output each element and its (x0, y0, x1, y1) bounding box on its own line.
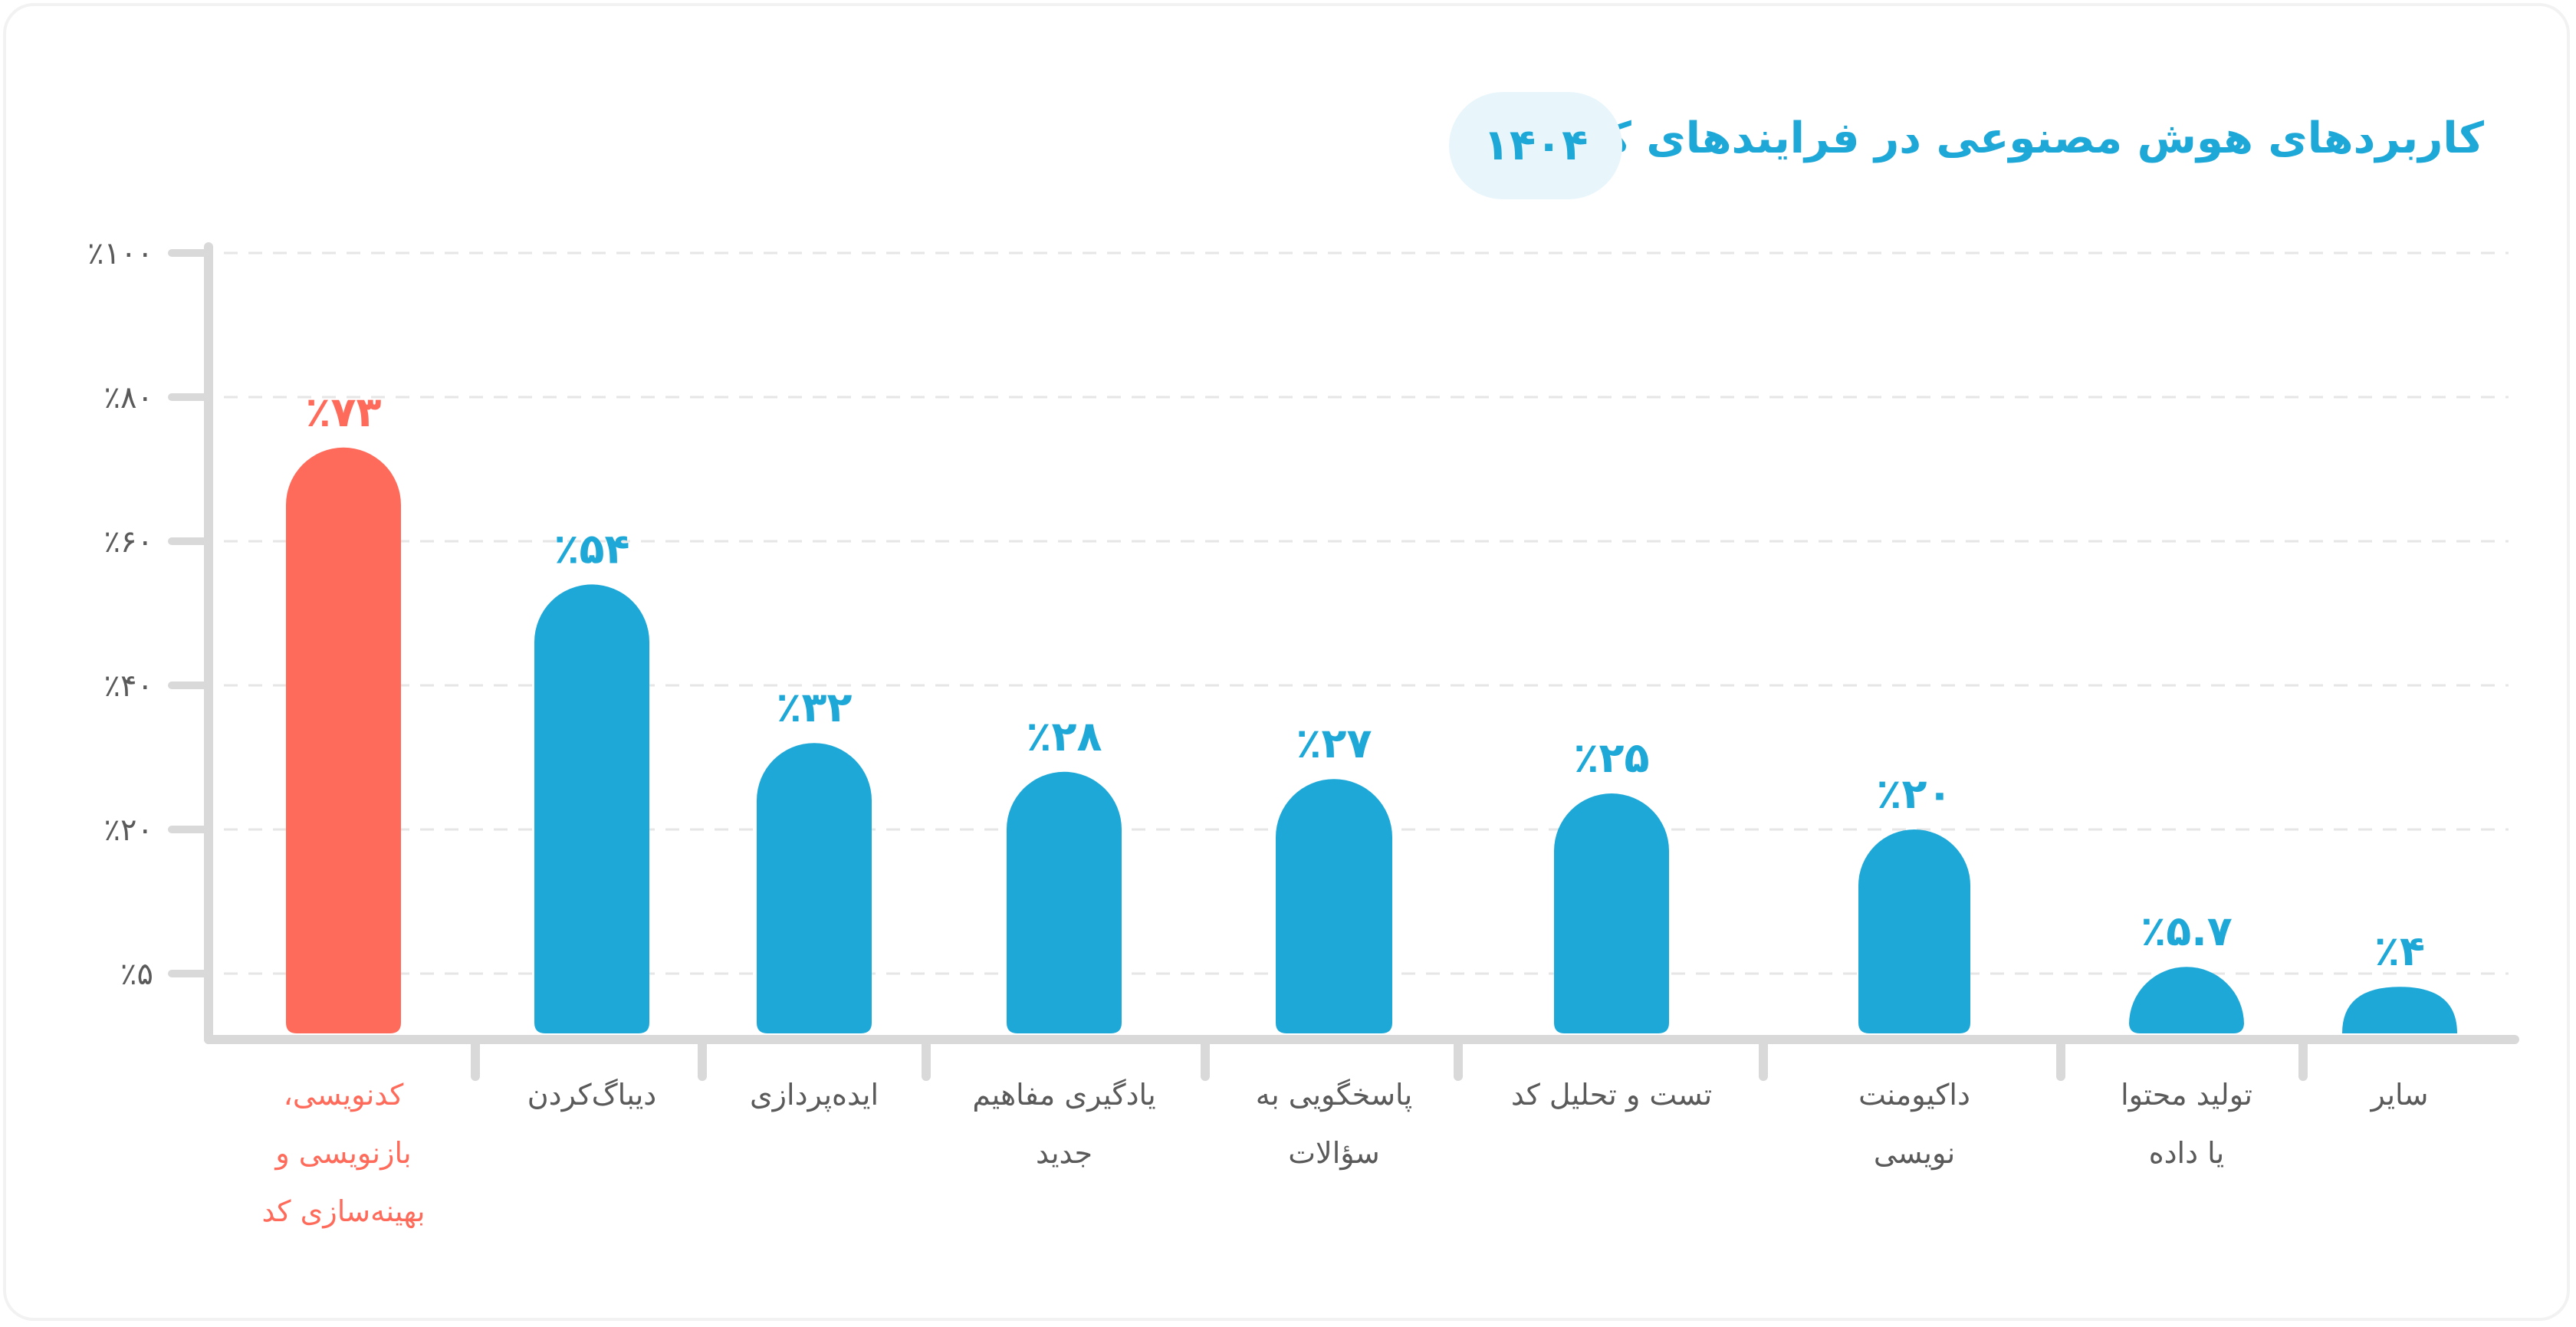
x-axis (204, 242, 2519, 1081)
bar-value-label: ٪۵۴ (554, 524, 630, 573)
x-category-label-line: یا داده (2148, 1136, 2225, 1170)
y-tick-label: ٪۵ (120, 957, 153, 992)
y-tick-label: ٪۸۰ (104, 380, 153, 416)
x-category-label: پاسخگویی به سؤالات (1208, 1066, 1460, 1182)
bar (534, 584, 649, 1033)
bar (1554, 793, 1669, 1033)
x-category-label-line: نویسی (1873, 1136, 1956, 1170)
x-category-label-line: تولید محتوا (2121, 1078, 2252, 1112)
chart-title: کاربردهای هوش مصنوعی در فرایندهای کاری (1526, 113, 2484, 163)
y-tick-label: ٪۴۰ (104, 668, 153, 704)
value-labels: ٪۷۳ ٪۵۴ ٪۳۲ ٪۲۸ ٪۲۷ ٪۲۵ ٪۲۰ ٪۵.۷ ٪۴ (306, 388, 2425, 975)
bar (2129, 967, 2244, 1033)
x-category-label: ایده‌پردازی (688, 1066, 941, 1124)
x-category-label-line: سؤالات (1288, 1136, 1380, 1170)
x-category-label-line: داکیومنت (1858, 1078, 1970, 1112)
x-category-label: کدنویسی، بازنویسی و بهینه‌سازی کد (217, 1066, 470, 1240)
x-category-label-line: کدنویسی، (283, 1078, 404, 1112)
y-axis: ٪۱۰۰ ٪۸۰ ٪۶۰ ٪۴۰ ٪۲۰ ٪۵ (87, 236, 212, 992)
bar-value-label: ٪۲۵ (1574, 734, 1650, 782)
y-tick-label: ٪۶۰ (104, 524, 153, 560)
bar-value-label: ٪۷۳ (306, 388, 382, 436)
bar (286, 447, 401, 1033)
bar-value-label: ٪۳۲ (777, 683, 853, 731)
x-category-label-line: جدید (1036, 1136, 1092, 1170)
x-category-label-line: دیباگ‌کردن (527, 1078, 657, 1112)
x-category-label: دیباگ‌کردن (465, 1066, 718, 1124)
x-category-label-line: تست و تحلیل کد (1510, 1078, 1713, 1112)
x-category-label-line: سایر (2371, 1078, 2429, 1112)
bar (2342, 987, 2457, 1033)
x-category-label: سایر (2273, 1066, 2526, 1124)
x-category-label: تولید محتوا یا داده (2060, 1066, 2313, 1182)
bar-value-label: ٪۲۰ (1877, 770, 1953, 818)
x-category-label: یادگیری مفاهیم جدید (938, 1066, 1191, 1182)
x-category-label-line: ایده‌پردازی (749, 1078, 879, 1112)
x-category-label-line: یادگیری مفاهیم (972, 1078, 1156, 1112)
x-category-label-line: بازنویسی و (275, 1136, 412, 1170)
y-tick-label: ٪۱۰۰ (87, 236, 153, 271)
chart-card (3, 3, 2570, 1321)
year-badge: ۱۴۰۴ (1449, 92, 1622, 199)
year-label: ۱۴۰۴ (1483, 120, 1589, 170)
x-category-label: تست و تحلیل کد (1485, 1066, 1738, 1124)
x-category-label-line: پاسخگویی به (1255, 1078, 1413, 1112)
bar-value-label: ٪۴ (2374, 927, 2425, 975)
bar-value-label: ٪۲۷ (1296, 719, 1372, 767)
bar (757, 743, 872, 1033)
x-category-label-line: بهینه‌سازی کد (261, 1194, 426, 1228)
y-tick-label: ٪۲۰ (104, 813, 153, 848)
bar (1007, 771, 1122, 1033)
x-category-label: داکیومنت نویسی (1788, 1066, 2041, 1182)
bar (1858, 829, 1970, 1033)
bar-value-label: ٪۲۸ (1027, 712, 1102, 760)
bar-value-label: ٪۵.۷ (2141, 907, 2232, 955)
bars (286, 447, 2457, 1033)
bar (1276, 779, 1392, 1033)
